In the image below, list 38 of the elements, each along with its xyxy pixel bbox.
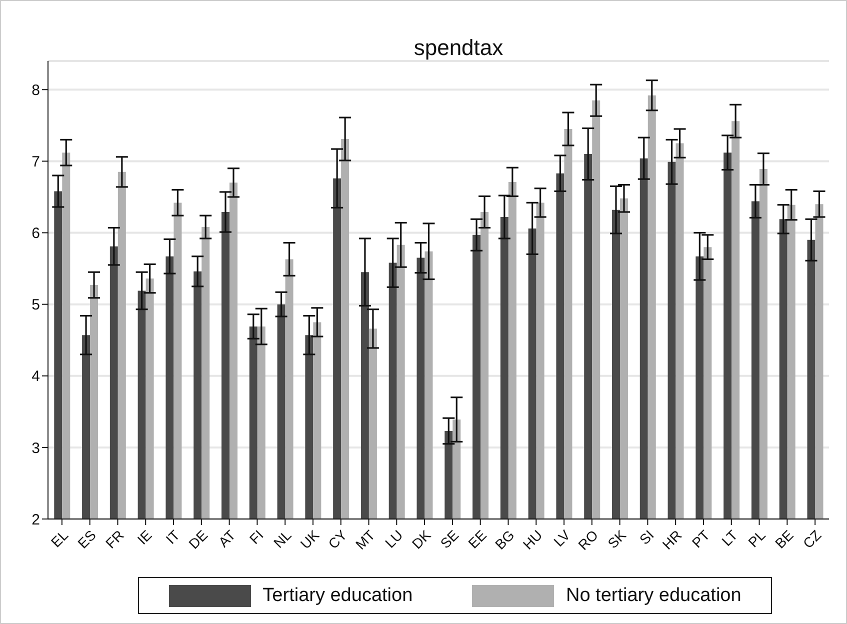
y-tick-label: 4 — [32, 368, 40, 386]
y-tick-label: 2 — [32, 511, 40, 528]
x-tick-label: BG — [492, 526, 518, 552]
x-tick-label: SE — [437, 526, 462, 552]
x-tick-label: HR — [659, 526, 685, 552]
x-tick-label: IT — [162, 526, 183, 547]
x-tick-label: AT — [215, 526, 239, 550]
x-tick-label: IE — [134, 526, 155, 548]
x-tick-label: SI — [636, 526, 657, 548]
x-tick-label: RO — [574, 526, 602, 553]
y-tick-label: 3 — [32, 440, 40, 457]
x-tick-label: ES — [74, 526, 99, 552]
legend-label: Tertiary education — [262, 584, 413, 606]
x-tick-label: EL — [48, 526, 72, 550]
x-tick-label: BE — [772, 526, 796, 552]
x-tick-label: CY — [324, 526, 350, 552]
x-tick-label: MT — [352, 526, 378, 552]
x-tick-label: EE — [464, 526, 490, 552]
x-tick-label: DK — [408, 526, 434, 552]
x-tick-label: FR — [102, 526, 127, 552]
x-tick-label: HU — [520, 526, 546, 552]
y-tick-label: 8 — [32, 82, 40, 99]
legend-label: No tertiary education — [566, 584, 742, 606]
x-tick-label: LU — [382, 526, 406, 551]
y-tick-label: 7 — [32, 154, 40, 171]
x-tick-label: LV — [550, 526, 574, 550]
x-tick-label: PT — [688, 526, 713, 551]
chart-title: spendtax — [412, 35, 504, 61]
x-tick-label: DE — [185, 526, 211, 552]
x-tick-label: UK — [297, 526, 323, 552]
x-tick-label: NL — [270, 526, 294, 551]
y-tick-label: 5 — [32, 296, 40, 314]
x-tick-label: PL — [744, 526, 769, 550]
y-tick-label: 6 — [32, 225, 40, 242]
x-tick-label: FI — [246, 526, 266, 547]
x-tick-label: LT — [718, 526, 741, 549]
x-tick-label: CZ — [800, 526, 825, 552]
x-tick-label: SK — [604, 526, 630, 552]
